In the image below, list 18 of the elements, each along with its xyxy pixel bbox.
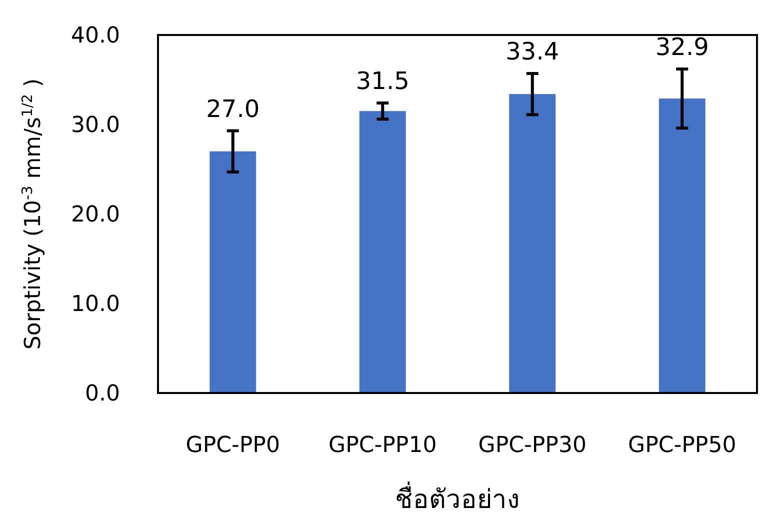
x-axis-title: ชื่อตัวอย่าง <box>395 481 520 515</box>
y-tick-label: 40.0 <box>71 24 120 49</box>
y-tick-label: 20.0 <box>71 202 120 228</box>
data-label: 27.0 <box>206 94 260 123</box>
y-tick-label: 0.0 <box>85 382 120 407</box>
y-tick-label: 30.0 <box>71 113 120 138</box>
bar <box>658 98 706 393</box>
x-tick-label: GPC-PP50 <box>628 433 736 458</box>
x-tick-label: GPC-PP30 <box>478 433 586 458</box>
bar <box>210 151 256 393</box>
data-label: 32.9 <box>655 33 709 62</box>
bar <box>509 94 556 393</box>
y-tick-label: 10.0 <box>71 292 120 318</box>
data-label: 31.5 <box>356 67 410 96</box>
x-tick-label: GPC-PP0 <box>186 433 280 458</box>
bar <box>359 111 406 393</box>
data-label: 33.4 <box>506 37 560 66</box>
x-tick-label: GPC-PP10 <box>328 433 437 458</box>
